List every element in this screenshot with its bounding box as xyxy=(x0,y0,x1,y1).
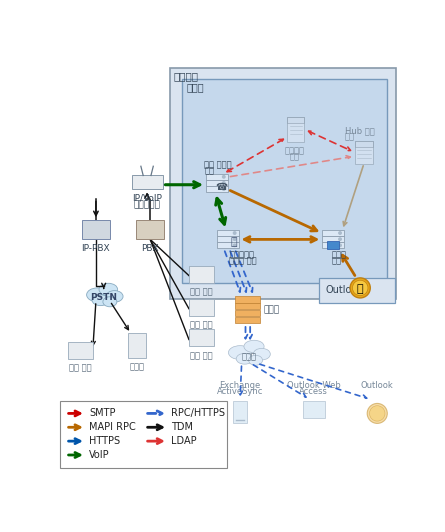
Text: PBX: PBX xyxy=(142,244,159,253)
Text: ☎: ☎ xyxy=(215,182,227,192)
Text: 클라이언트: 클라이언트 xyxy=(229,250,254,259)
Bar xyxy=(355,141,373,164)
Text: 포리스트: 포리스트 xyxy=(174,71,198,81)
Text: Access: Access xyxy=(299,387,328,396)
Bar xyxy=(170,68,396,298)
Text: 🕐: 🕐 xyxy=(357,284,364,294)
Text: ActiveSync: ActiveSync xyxy=(217,387,263,396)
Bar xyxy=(235,317,260,323)
Ellipse shape xyxy=(253,348,270,360)
Ellipse shape xyxy=(106,290,123,302)
Bar xyxy=(327,241,339,248)
Text: TDM: TDM xyxy=(171,422,193,433)
Bar xyxy=(206,180,228,186)
Text: 사이트: 사이트 xyxy=(186,82,204,93)
Bar xyxy=(189,265,214,282)
Bar xyxy=(189,329,214,346)
Bar xyxy=(322,243,344,248)
Text: 👤: 👤 xyxy=(231,237,237,247)
Circle shape xyxy=(222,188,225,190)
Bar xyxy=(206,186,228,192)
Text: RPC/HTTPS: RPC/HTTPS xyxy=(171,409,225,419)
Text: 게이트웨이: 게이트웨이 xyxy=(134,200,161,209)
Circle shape xyxy=(234,244,236,246)
Ellipse shape xyxy=(249,355,263,365)
Bar xyxy=(319,278,395,303)
Circle shape xyxy=(369,406,385,421)
Bar xyxy=(136,220,164,239)
Bar xyxy=(322,230,344,236)
Text: Hub 전송: Hub 전송 xyxy=(345,127,374,136)
Text: Outlook: Outlook xyxy=(325,285,363,295)
Text: IP-PBX: IP-PBX xyxy=(81,244,110,253)
Bar xyxy=(68,342,93,359)
Ellipse shape xyxy=(236,353,253,364)
Circle shape xyxy=(234,238,236,240)
Bar xyxy=(189,298,214,315)
Bar xyxy=(287,117,304,123)
Circle shape xyxy=(339,232,341,234)
Circle shape xyxy=(352,280,368,296)
Text: PSTN: PSTN xyxy=(90,294,117,302)
Text: Outlook Web: Outlook Web xyxy=(287,381,340,390)
Bar xyxy=(233,401,247,422)
Circle shape xyxy=(339,238,341,240)
Text: HTTPS: HTTPS xyxy=(89,436,120,446)
Text: 액세스 서버: 액세스 서버 xyxy=(229,256,257,265)
Circle shape xyxy=(234,232,236,234)
Circle shape xyxy=(350,278,370,298)
Text: 인터넷: 인터넷 xyxy=(242,352,257,361)
Bar xyxy=(129,334,146,358)
Bar xyxy=(287,117,304,142)
Text: 사서함: 사서함 xyxy=(332,250,347,259)
Ellipse shape xyxy=(228,346,252,360)
Bar xyxy=(206,174,228,180)
Text: Outlook: Outlook xyxy=(361,381,394,390)
Text: 통합 메시징: 통합 메시징 xyxy=(204,160,232,169)
Text: 서버: 서버 xyxy=(332,256,341,265)
Text: 디렉터리: 디렉터리 xyxy=(284,146,304,155)
Text: MAPI RPC: MAPI RPC xyxy=(89,422,136,433)
Text: 외부 전화: 외부 전화 xyxy=(69,363,92,372)
Ellipse shape xyxy=(92,295,109,305)
Bar xyxy=(132,176,162,189)
Text: 서버: 서버 xyxy=(345,132,355,142)
Text: Exchange: Exchange xyxy=(219,381,261,390)
Bar xyxy=(235,303,260,310)
Text: SMTP: SMTP xyxy=(89,409,115,419)
Bar xyxy=(217,243,239,248)
Bar xyxy=(235,296,260,303)
Ellipse shape xyxy=(87,288,108,302)
Text: 내부 전화: 내부 전화 xyxy=(190,320,213,329)
Ellipse shape xyxy=(103,297,117,307)
Bar xyxy=(217,236,239,242)
Circle shape xyxy=(222,182,225,184)
Text: VoIP: VoIP xyxy=(89,450,109,460)
Circle shape xyxy=(339,244,341,246)
Text: 내부 전화: 내부 전화 xyxy=(190,351,213,360)
Ellipse shape xyxy=(99,283,117,296)
Bar xyxy=(182,79,387,283)
Text: 방화벽: 방화벽 xyxy=(263,306,279,315)
Bar xyxy=(355,141,373,147)
Bar xyxy=(322,236,344,242)
Bar xyxy=(235,310,260,317)
Bar xyxy=(82,220,110,239)
Text: 서버: 서버 xyxy=(289,152,299,161)
Ellipse shape xyxy=(244,340,264,353)
Bar xyxy=(303,401,324,418)
Text: 내부 전화: 내부 전화 xyxy=(190,287,213,296)
Bar xyxy=(60,401,227,468)
Bar xyxy=(217,230,239,236)
Circle shape xyxy=(367,403,387,423)
Text: 서버: 서버 xyxy=(204,167,214,176)
Text: LDAP: LDAP xyxy=(171,436,197,446)
Text: IP/VoIP: IP/VoIP xyxy=(132,194,162,203)
Circle shape xyxy=(222,176,225,178)
Text: 휴대폰: 휴대폰 xyxy=(129,363,145,371)
